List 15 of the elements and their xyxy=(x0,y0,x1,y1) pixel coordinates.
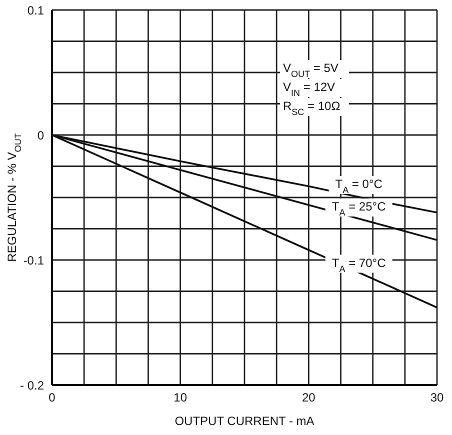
x-tick-label: 20 xyxy=(302,390,316,405)
x-tick-label: 0 xyxy=(48,390,56,405)
annotation: R$_{SC}$ = 10Ω xyxy=(283,99,340,117)
y-tick-label: - 0.2 xyxy=(20,378,44,392)
x-tick-label: 30 xyxy=(430,390,444,405)
y-tick-label: 0.1 xyxy=(27,3,44,18)
series-label: T$_{A}$ = 25°C xyxy=(332,200,386,218)
x-axis-title: OUTPUT CURRENT - mA xyxy=(174,414,314,428)
series-label: T$_{A}$ = 70°C xyxy=(332,256,386,274)
annotation: V$_{OUT}$ = 5V xyxy=(283,61,338,79)
annotation: V$_{IN}$ = 12V xyxy=(283,80,336,98)
y-tick-label: 0 xyxy=(37,128,44,142)
series-label: T$_{A}$ = 0°C xyxy=(335,177,383,195)
x-tick-label: 10 xyxy=(174,390,188,405)
y-tick-label: -0.1 xyxy=(23,253,44,268)
